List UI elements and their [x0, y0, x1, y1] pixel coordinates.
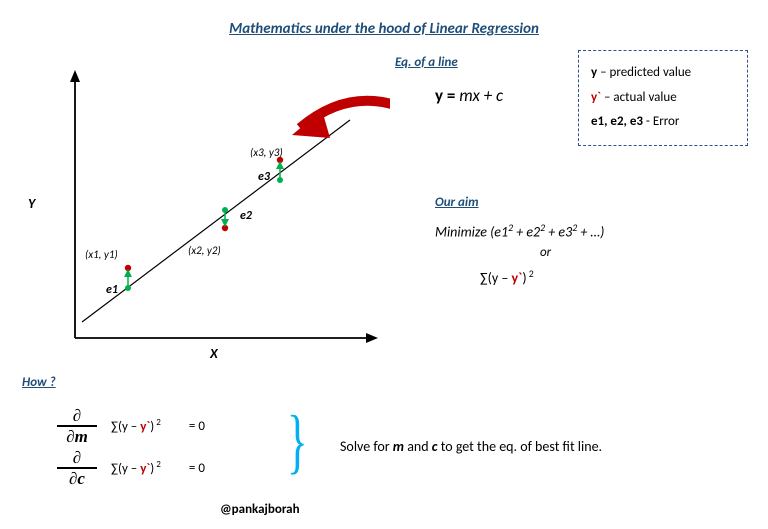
- deriv-row-m: ∂ ∂m ∑(y – y`) 2 = 0: [55, 405, 205, 447]
- legend-errors: e1, e2, e3: [591, 114, 643, 129]
- partial-dm: ∂ ∂m: [55, 407, 99, 445]
- legend-yprime-desc: – actual value: [601, 90, 677, 105]
- derivatives-block: ∂ ∂m ∑(y – y`) 2 = 0 ∂ ∂c ∑(y – y`) 2 = …: [55, 405, 205, 489]
- curly-brace-icon: }: [287, 402, 308, 481]
- y-axis-label: Y: [28, 195, 35, 212]
- solve-t3: and: [404, 438, 432, 455]
- aim-txt-a: Minimize (e1: [435, 224, 508, 241]
- legend-box: y – predicted value y` – actual value e1…: [578, 50, 748, 146]
- legend-row-1: y – predicted value: [591, 61, 735, 86]
- how-heading: How ?: [22, 375, 56, 390]
- legend-errors-desc: - Error: [643, 114, 679, 129]
- error-label-2: e2: [240, 209, 252, 223]
- partial-top-1: ∂: [73, 407, 81, 424]
- legend-yprime: y`: [591, 90, 601, 105]
- error-label-3: e3: [258, 170, 270, 184]
- partial-dc: ∂ ∂c: [55, 449, 99, 487]
- eq-eq: =: [443, 85, 459, 106]
- eq-zero-1: = 0: [189, 419, 205, 434]
- aim-or: or: [540, 245, 551, 260]
- legend-row-2: y` – actual value: [591, 86, 735, 111]
- eq-m: m: [459, 85, 472, 106]
- point-label-1: (x1, y1): [85, 248, 118, 261]
- regression-chart: [20, 60, 390, 350]
- eq-zero-2: = 0: [189, 461, 205, 476]
- eq-x: x +: [472, 85, 496, 106]
- aim-sum-a: ∑(y –: [480, 270, 511, 287]
- x-axis-label: X: [210, 345, 218, 362]
- aim-sum-b: y`: [511, 270, 522, 287]
- aim-txt-c: + e3: [545, 224, 572, 241]
- sum1-a: ∑(y –: [111, 420, 140, 435]
- point-label-3: (x3, y3): [250, 146, 283, 159]
- solve-m: m: [393, 438, 404, 455]
- partial-bottom-1: ∂m: [66, 428, 88, 445]
- solve-t1: Solve for: [340, 438, 393, 455]
- solve-t5: to get the eq. of best fit line.: [438, 438, 603, 455]
- legend-row-3: e1, e2, e3 - Error: [591, 110, 735, 135]
- error-label-1: e1: [106, 283, 118, 297]
- eq-c: c: [496, 85, 503, 106]
- sum-expression-2: ∑(y – y`) 2: [111, 459, 161, 476]
- author-handle: @pankajborah: [220, 502, 300, 517]
- sum1-b: y`: [140, 420, 150, 435]
- main-title: Mathematics under the hood of Linear Reg…: [229, 20, 539, 38]
- solve-text: Solve for m and c to get the eq. of best…: [340, 438, 602, 455]
- aim-minimize: Minimize (e12 + e22 + e32 + …): [435, 222, 604, 241]
- sum2-b: y`: [140, 462, 150, 477]
- aim-txt-d: + …): [577, 224, 604, 241]
- equation-heading: Eq. of a line: [395, 55, 458, 70]
- deriv-row-c: ∂ ∂c ∑(y – y`) 2 = 0: [55, 447, 205, 489]
- partial-bottom-2: ∂c: [69, 470, 85, 487]
- equation-formula: y = mx + c: [435, 85, 503, 106]
- point-label-2: (x2, y2): [188, 244, 221, 257]
- eq-y: y: [435, 85, 443, 106]
- sum2-a: ∑(y –: [111, 462, 140, 477]
- legend-y-desc: – predicted value: [597, 65, 691, 80]
- aim-heading: Our aim: [435, 195, 479, 210]
- sum-expression-1: ∑(y – y`) 2: [111, 417, 161, 434]
- partial-top-2: ∂: [73, 449, 81, 466]
- aim-sum: ∑(y – y`) 2: [480, 268, 534, 287]
- aim-txt-b: + e2: [513, 224, 540, 241]
